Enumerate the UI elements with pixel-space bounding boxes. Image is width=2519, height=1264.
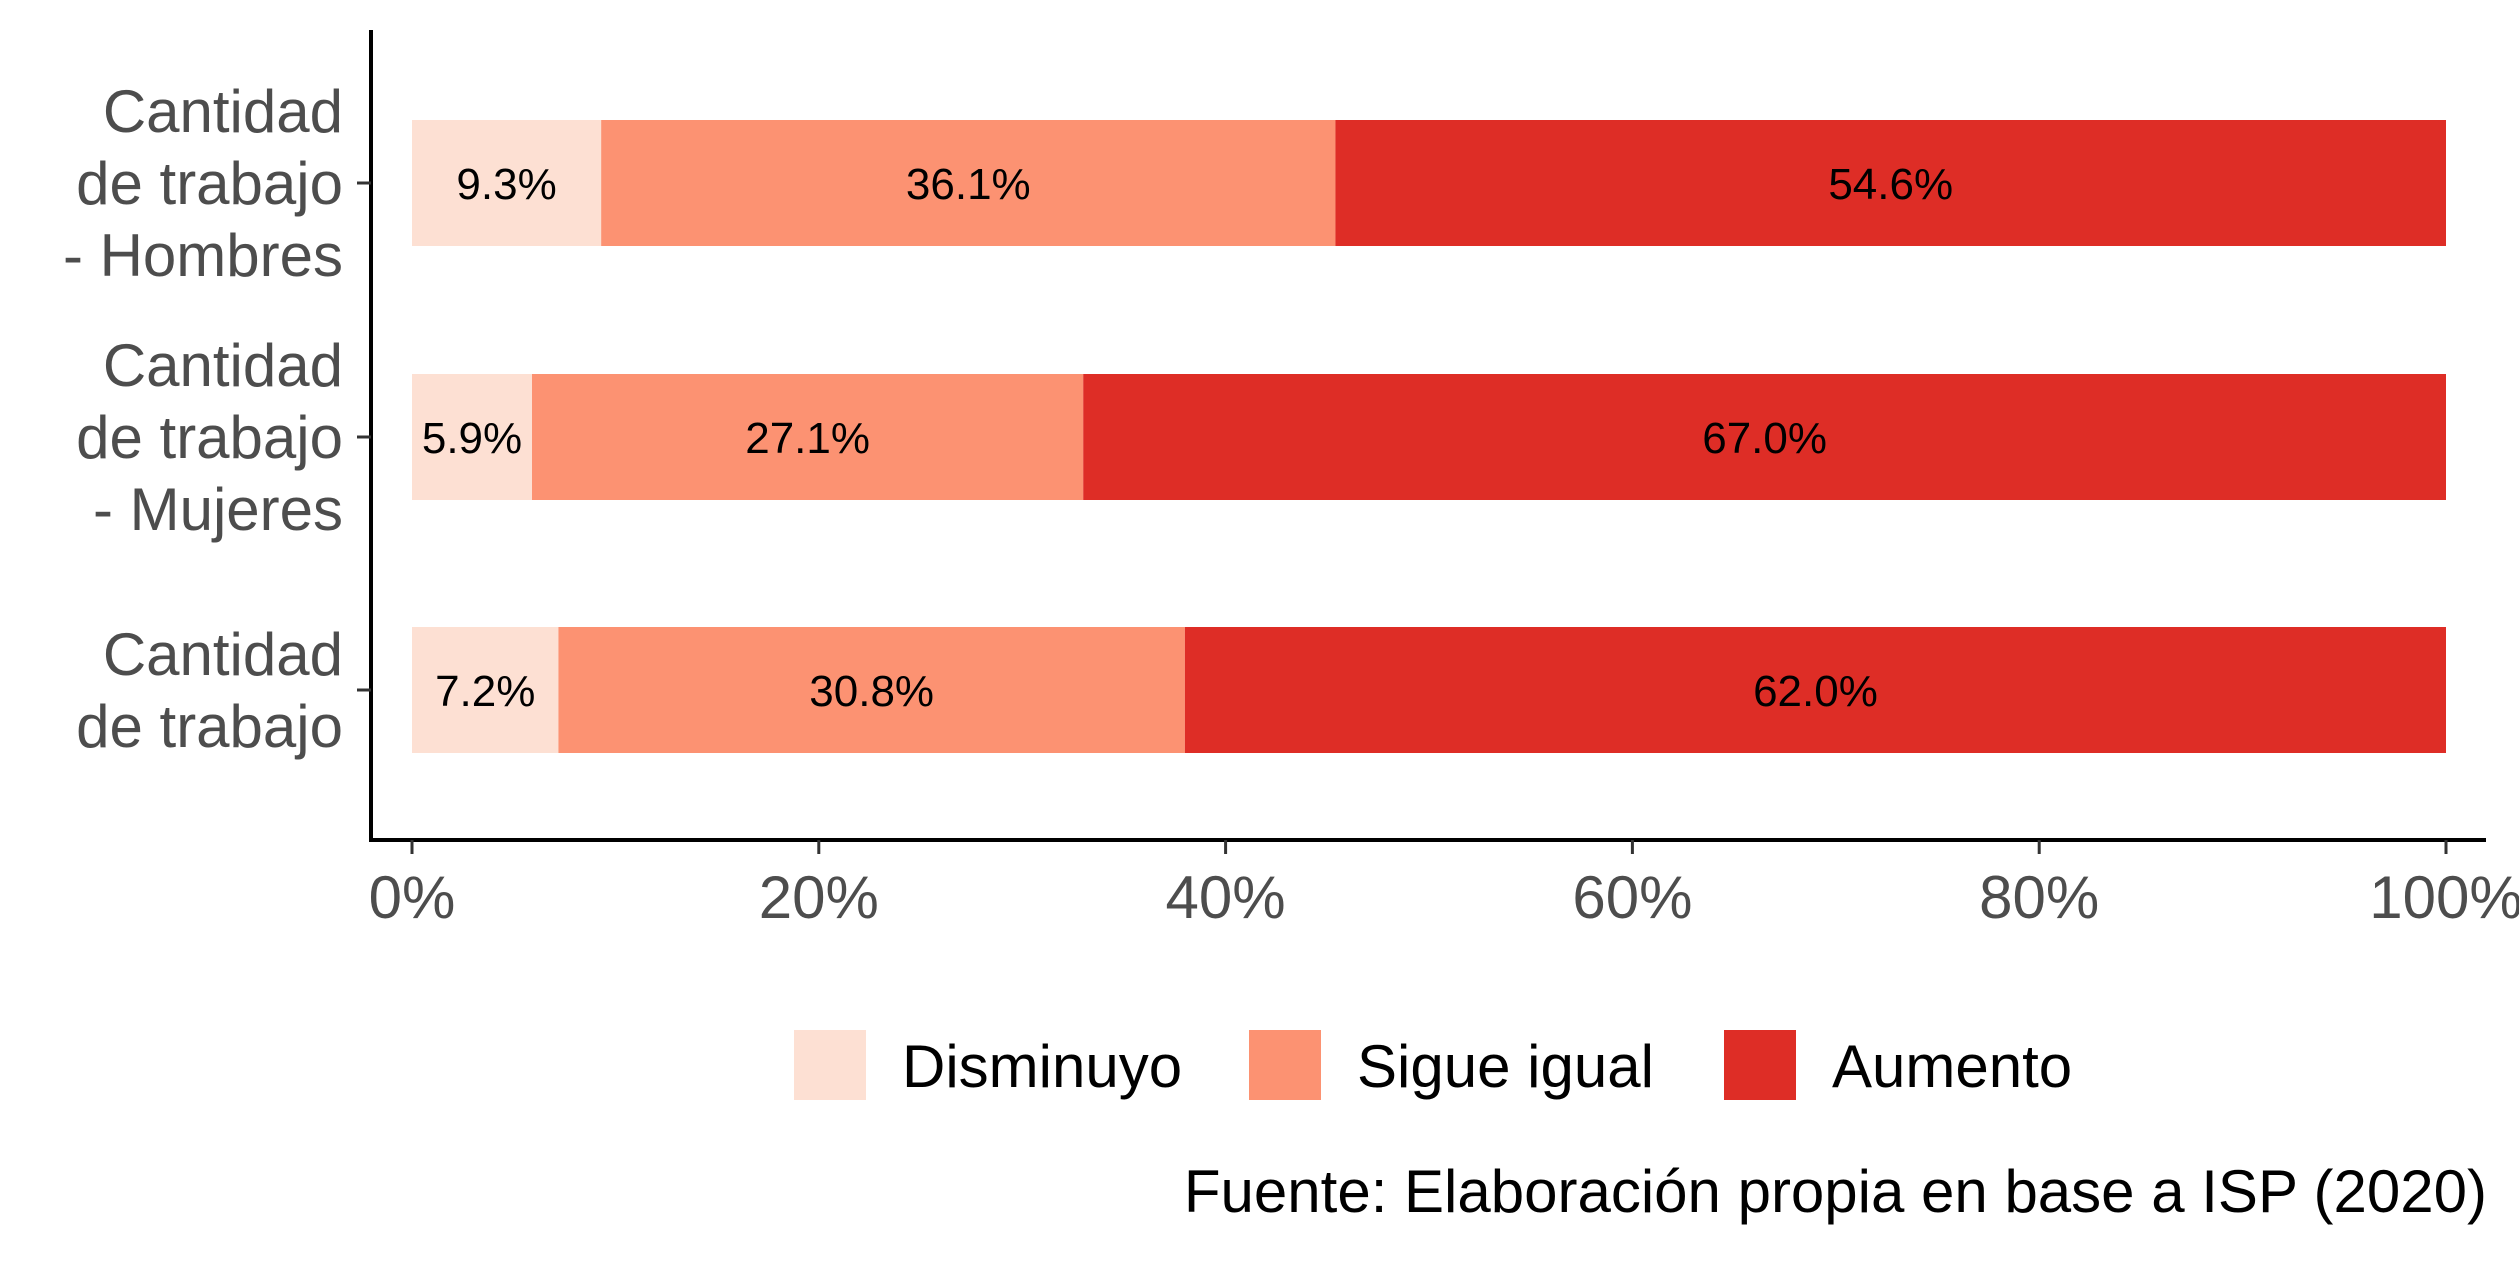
data-label-0-1: 5.9% bbox=[422, 414, 522, 463]
bar-segment-disminuyo-2 bbox=[412, 627, 559, 753]
x-tick-label-1: 20% bbox=[759, 864, 879, 931]
legend-label-aumento: Aumento bbox=[1832, 1033, 2072, 1100]
bar-segment-aumento-0 bbox=[1335, 120, 2446, 246]
bar-segment-disminuyo-0 bbox=[412, 120, 602, 246]
data-label-1-0: 36.1% bbox=[906, 160, 1031, 209]
axes-layer: 0% 20% 40% 60% 80% 100%Cantidad de trabajo - Ho… bbox=[63, 30, 2519, 931]
bar-segment-sigue-igual-1 bbox=[532, 374, 1084, 500]
bar-segment-sigue-igual-0 bbox=[601, 120, 1336, 246]
data-label-0-0: 9.3% bbox=[456, 160, 556, 209]
legend-label-disminuyo: Disminuyo bbox=[902, 1033, 1182, 1100]
legend-key-sigue-igual bbox=[1249, 1030, 1321, 1100]
bar-segment-aumento-2 bbox=[1184, 627, 2446, 753]
category-label-line: de trabajo bbox=[76, 693, 343, 760]
x-tick-label-5: 100% bbox=[2369, 864, 2519, 931]
category-label-2: Cantidad de trabajo bbox=[76, 621, 343, 760]
category-label-line: Cantidad bbox=[103, 78, 343, 145]
legend: Disminuyo Sigue igual Aumento bbox=[794, 1030, 2072, 1100]
bar-segment-disminuyo-1 bbox=[412, 374, 533, 500]
category-label-line: de trabajo bbox=[76, 150, 343, 217]
category-label-line: Cantidad bbox=[103, 332, 343, 399]
bars-layer bbox=[412, 120, 2446, 753]
category-label-0: Cantidad de trabajo - Hombres bbox=[63, 78, 343, 289]
data-label-0-2: 7.2% bbox=[435, 667, 535, 716]
legend-key-disminuyo bbox=[794, 1030, 866, 1100]
x-tick-label-2: 40% bbox=[1166, 864, 1286, 931]
x-tick-label-0: 0% bbox=[369, 864, 456, 931]
data-label-2-2: 62.0% bbox=[1753, 667, 1878, 716]
legend-key-aumento bbox=[1724, 1030, 1796, 1100]
data-labels-layer: 9.3% 36.1% 54.6% 5.9% 27.1% 67.0% 7.2% 30.8% 62.… bbox=[422, 160, 1953, 716]
x-tick-label-3: 60% bbox=[1572, 864, 1692, 931]
x-tick-label-4: 80% bbox=[1979, 864, 2099, 931]
category-label-line: de trabajo bbox=[76, 404, 343, 471]
data-label-1-1: 27.1% bbox=[745, 414, 870, 463]
data-label-2-1: 67.0% bbox=[1702, 414, 1827, 463]
bar-segment-aumento-1 bbox=[1083, 374, 2446, 500]
category-label-line: - Hombres bbox=[63, 222, 343, 289]
bar-segment-sigue-igual-2 bbox=[558, 627, 1185, 753]
category-label-line: - Mujeres bbox=[93, 476, 343, 543]
data-label-1-2: 30.8% bbox=[809, 667, 934, 716]
data-label-2-0: 54.6% bbox=[1828, 160, 1953, 209]
chart-caption: Fuente: Elaboración propia en base a ISP… bbox=[1184, 1158, 2487, 1225]
category-label-1: Cantidad de trabajo - Mujeres bbox=[76, 332, 343, 543]
legend-label-sigue-igual: Sigue igual bbox=[1357, 1033, 1654, 1100]
category-label-line: Cantidad bbox=[103, 621, 343, 688]
